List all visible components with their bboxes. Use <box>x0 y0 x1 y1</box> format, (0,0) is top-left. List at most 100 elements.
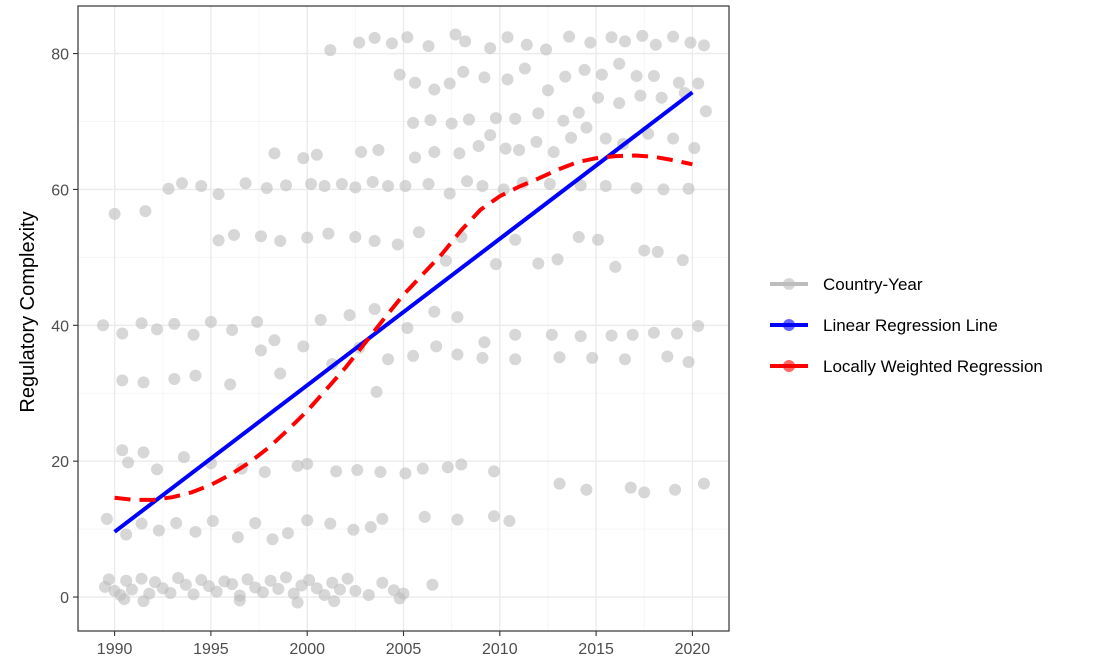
data-point <box>428 305 441 318</box>
data-point <box>204 315 217 328</box>
data-point <box>661 350 674 363</box>
data-point <box>697 39 710 52</box>
data-point <box>368 235 381 248</box>
data-point <box>488 510 501 523</box>
data-point <box>532 107 545 120</box>
data-point <box>426 578 439 591</box>
data-point <box>349 181 362 194</box>
data-point <box>441 461 454 474</box>
data-point <box>451 348 464 361</box>
data-point <box>484 42 497 55</box>
data-point <box>177 451 190 464</box>
data-point <box>497 183 510 196</box>
data-point <box>697 477 710 490</box>
data-point <box>349 230 362 243</box>
y-axis: 0 20 40 60 80 <box>51 47 78 607</box>
data-point <box>241 573 254 586</box>
data-point <box>580 483 593 496</box>
data-point <box>541 84 554 97</box>
data-point <box>374 466 387 479</box>
data-point <box>301 514 314 527</box>
data-point <box>251 315 264 328</box>
legend: Country-Year Linear Regression Line Locall… <box>770 275 1043 376</box>
data-point <box>407 116 420 129</box>
data-point <box>280 571 293 584</box>
data-point <box>341 572 354 585</box>
data-point <box>260 182 273 195</box>
data-point <box>297 340 310 353</box>
data-point <box>301 457 314 470</box>
x-axis: 1990 1995 2000 2005 2010 2015 2020 <box>97 631 710 658</box>
data-point <box>254 230 267 243</box>
legend-key-point <box>783 319 795 331</box>
data-point <box>189 525 202 538</box>
data-point <box>605 329 618 342</box>
data-point <box>224 378 237 391</box>
data-point <box>688 141 701 154</box>
data-point <box>574 179 587 192</box>
data-point <box>499 142 512 155</box>
data-point <box>393 592 406 605</box>
data-point <box>584 36 597 49</box>
data-point <box>264 574 277 587</box>
data-point <box>488 465 501 478</box>
data-point <box>559 70 572 83</box>
data-point <box>547 146 560 159</box>
data-point <box>120 574 133 587</box>
data-point <box>97 319 110 332</box>
country-year-points <box>97 28 712 609</box>
data-point <box>366 175 379 188</box>
data-point <box>212 234 225 247</box>
data-point <box>592 91 605 104</box>
data-point <box>422 40 435 53</box>
data-point <box>102 573 115 586</box>
y-axis-title: Regulatory Complexity <box>17 211 39 412</box>
data-point <box>137 595 150 608</box>
data-point <box>672 76 685 89</box>
y-tick-label: 80 <box>51 47 69 64</box>
legend-item: Linear Regression Line <box>770 316 998 335</box>
data-point <box>669 483 682 496</box>
data-point <box>557 114 570 127</box>
x-tick-label: 1995 <box>193 641 229 658</box>
data-point <box>428 83 441 96</box>
data-point <box>268 334 281 347</box>
data-point <box>407 349 420 362</box>
data-point <box>476 351 489 364</box>
data-point <box>172 572 185 585</box>
data-point <box>445 117 458 130</box>
data-point <box>401 31 414 44</box>
data-point <box>137 376 150 389</box>
data-point <box>418 510 431 523</box>
data-point <box>176 177 189 190</box>
data-point <box>301 231 314 244</box>
data-point <box>667 30 680 43</box>
data-point <box>412 226 425 239</box>
legend-key-point <box>783 278 795 290</box>
data-point <box>291 596 304 609</box>
data-point <box>624 481 637 494</box>
data-point <box>422 177 435 190</box>
data-point <box>328 595 341 608</box>
data-point <box>116 444 129 457</box>
data-point <box>532 257 545 270</box>
data-point <box>651 245 664 258</box>
data-point <box>638 244 651 257</box>
legend-key-point <box>783 360 795 372</box>
data-point <box>210 585 223 598</box>
data-point <box>150 463 163 476</box>
data-point <box>266 533 279 546</box>
data-point <box>297 152 310 165</box>
data-point <box>187 588 200 601</box>
data-point <box>233 594 246 607</box>
data-point <box>310 148 323 161</box>
data-point <box>116 327 129 340</box>
x-tick-label: 1990 <box>97 641 133 658</box>
data-point <box>451 311 464 324</box>
data-point <box>391 238 404 251</box>
data-point <box>376 512 389 525</box>
data-point <box>692 77 705 90</box>
data-point <box>347 523 360 536</box>
data-point <box>382 180 395 193</box>
